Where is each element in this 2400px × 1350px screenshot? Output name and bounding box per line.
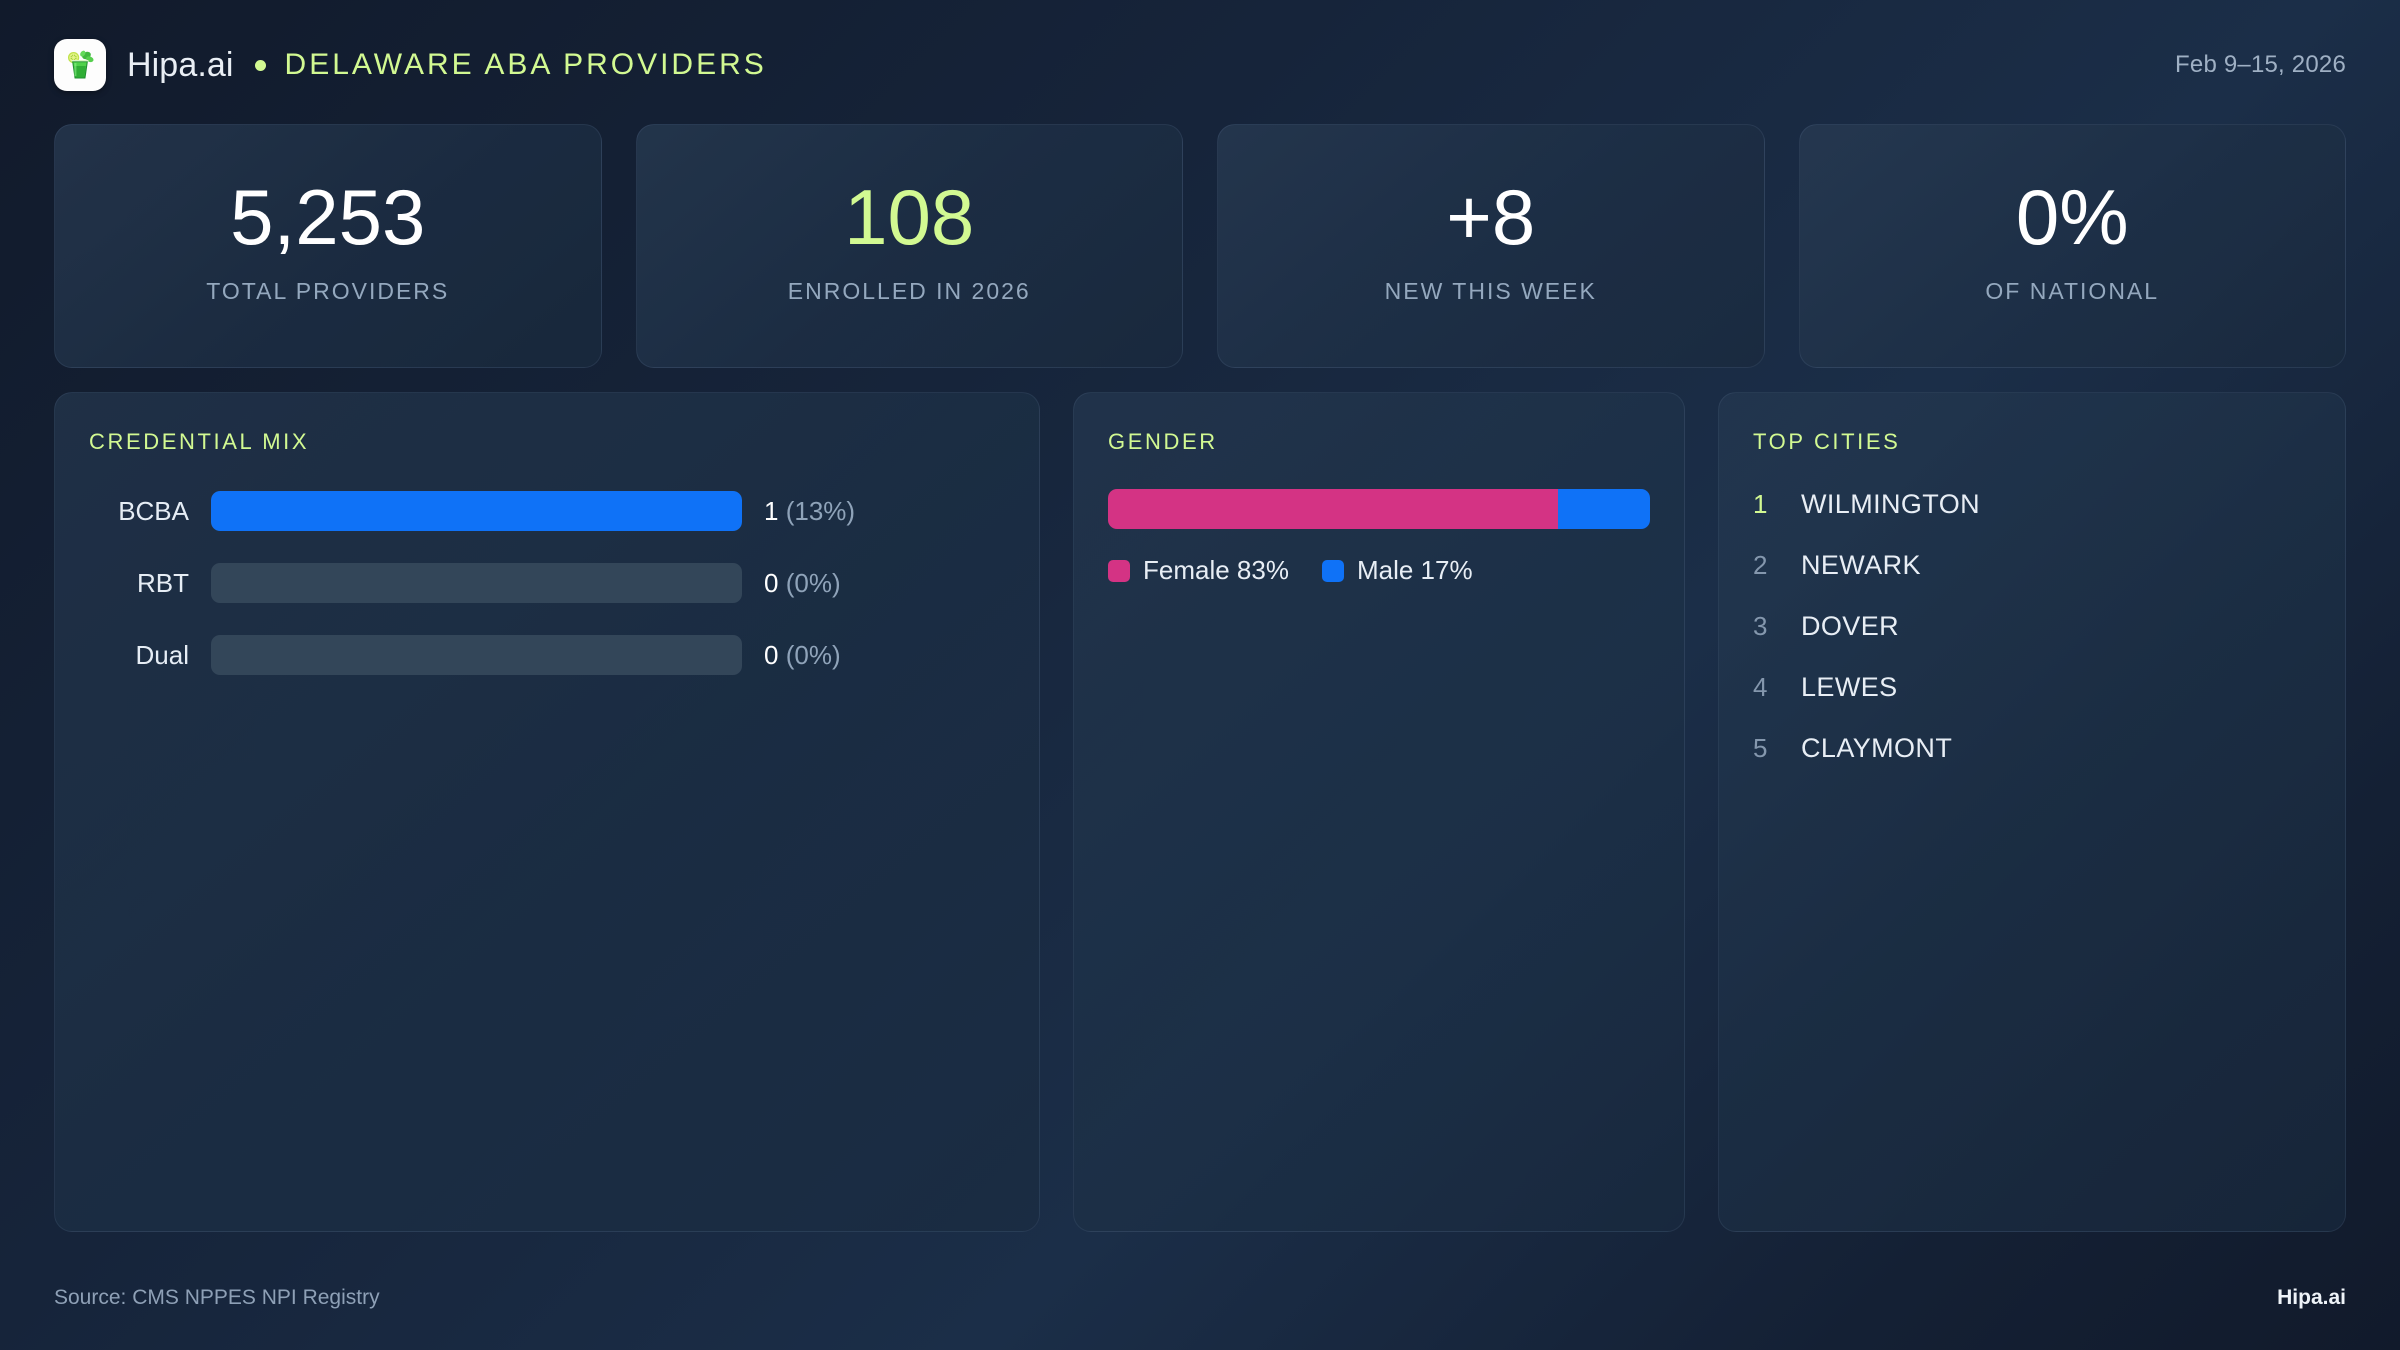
city-name: CLAYMONT (1801, 733, 1953, 763)
page-title: DELAWARE ABA PROVIDERS (284, 48, 767, 81)
kpi-label: TOTAL PROVIDERS (206, 277, 450, 304)
panel-title: GENDER (1108, 429, 1218, 454)
credential-label: Dual (135, 639, 189, 670)
legend-swatch-male (1321, 559, 1344, 582)
footer-brand: Hipa.ai (2277, 1286, 2346, 1309)
gender-legend: Female 83% Male 17% (1108, 555, 1650, 586)
kpi-value: 108 (844, 172, 975, 261)
tropical-drink-icon (54, 39, 106, 91)
legend-label: Male 17% (1356, 555, 1473, 585)
kpi-label: OF NATIONAL (1985, 277, 2160, 304)
gender-segment-male (1557, 489, 1650, 529)
kpi-row: 5,253 TOTAL PROVIDERS 108 ENROLLED IN 20… (54, 124, 2346, 368)
credential-percent: (13%) (785, 495, 856, 526)
panel-top-cities: TOP CITIES 1 WILMINGTON 2 NEWARK 3 DOVER… (1718, 392, 2346, 1232)
legend-swatch-female (1108, 559, 1130, 582)
date-range: Feb 9–15, 2026 (2175, 51, 2346, 78)
panels-row: CREDENTIAL MIX BCBA 1 (13%) RBT 0 (0%) D… (54, 392, 2346, 1232)
credential-bar-track (211, 635, 742, 675)
list-item: 5 CLAYMONT (1753, 733, 2311, 764)
credential-bar-track (211, 563, 742, 603)
credential-count: 0 (764, 639, 779, 670)
list-item: 3 DOVER (1753, 611, 2311, 642)
kpi-value: +8 (1446, 172, 1536, 261)
kpi-label: ENROLLED IN 2026 (787, 277, 1031, 304)
credential-count: 0 (764, 567, 779, 598)
credential-label: RBT (137, 567, 189, 598)
credential-value: 1 (13%) (764, 496, 855, 527)
city-name: LEWES (1801, 672, 1898, 702)
panel-title: CREDENTIAL MIX (89, 429, 310, 454)
city-rank: 2 (1753, 550, 1768, 580)
dashboard-header: Hipa.ai DELAWARE ABA PROVIDERS Feb 9–15,… (54, 34, 2346, 96)
city-rank: 3 (1753, 611, 1768, 641)
gender-stacked-bar (1108, 489, 1650, 529)
credential-value: 0 (0%) (764, 640, 841, 671)
credential-percent: (0%) (785, 639, 841, 670)
city-name: NEWARK (1801, 550, 1921, 580)
panel-title: TOP CITIES (1753, 429, 1901, 454)
credential-bar-track (211, 491, 742, 531)
kpi-card-enrolled-2026: 108 ENROLLED IN 2026 (635, 124, 1183, 368)
city-name: DOVER (1801, 611, 1900, 641)
credential-bar-fill (211, 491, 742, 531)
credential-percent: (0%) (785, 567, 841, 598)
kpi-value: 0% (2015, 172, 2129, 261)
city-rank: 4 (1753, 672, 1768, 702)
legend-item-female: Female 83% (1108, 555, 1289, 586)
kpi-label: NEW THIS WEEK (1384, 277, 1597, 304)
source-attribution: Source: CMS NPPES NPI Registry (54, 1286, 380, 1309)
legend-label: Female 83% (1143, 555, 1289, 585)
city-rank: 1 (1753, 489, 1768, 519)
dashboard-footer: Source: CMS NPPES NPI Registry Hipa.ai (54, 1278, 2346, 1318)
credential-row: BCBA 1 (13%) (89, 489, 1005, 533)
credential-label: BCBA (118, 495, 189, 526)
kpi-card-of-national: 0% OF NATIONAL (1798, 124, 2346, 368)
kpi-card-total-providers: 5,253 TOTAL PROVIDERS (54, 124, 602, 368)
list-item: 4 LEWES (1753, 672, 2311, 703)
list-item: 1 WILMINGTON (1753, 489, 2311, 520)
city-rank: 5 (1753, 733, 1768, 763)
legend-item-male: Male 17% (1321, 555, 1473, 586)
city-name: WILMINGTON (1801, 489, 1980, 519)
brand-name: Hipa.ai (127, 45, 234, 84)
panel-credential-mix: CREDENTIAL MIX BCBA 1 (13%) RBT 0 (0%) D… (54, 392, 1040, 1232)
credential-count: 1 (764, 495, 779, 526)
credential-row: RBT 0 (0%) (89, 561, 1005, 605)
panel-gender: GENDER Female 83% Male 17% (1073, 392, 1685, 1232)
bullet-separator-icon (254, 59, 266, 71)
kpi-value: 5,253 (230, 172, 426, 261)
credential-value: 0 (0%) (764, 568, 841, 599)
list-item: 2 NEWARK (1753, 550, 2311, 581)
kpi-card-new-this-week: +8 NEW THIS WEEK (1217, 124, 1765, 368)
credential-row: Dual 0 (0%) (89, 633, 1005, 677)
gender-segment-female (1108, 489, 1558, 529)
